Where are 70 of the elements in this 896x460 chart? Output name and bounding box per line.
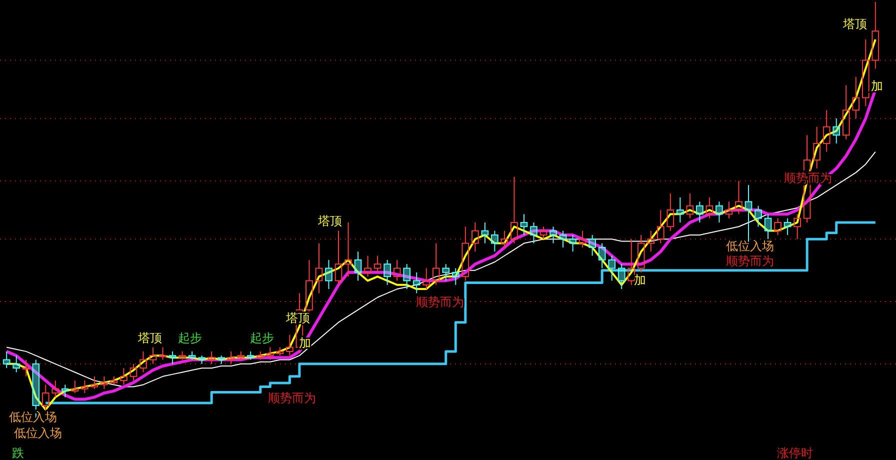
candlestick: [725, 201, 733, 219]
text: 低位入场: [14, 426, 62, 440]
candlestick: [412, 272, 420, 294]
candlestick: [530, 222, 538, 244]
candlestick: [188, 350, 196, 360]
annotation: 顺势而为: [268, 391, 316, 405]
candlestick: [754, 205, 762, 228]
candlestick: [520, 214, 528, 236]
candlestick: [384, 259, 391, 286]
annotation: 加: [634, 273, 646, 287]
candlestick: [716, 201, 723, 223]
candlestick: [842, 84, 850, 140]
candlestick: [218, 355, 226, 364]
annotation: 加: [871, 79, 883, 93]
candlestick: [325, 259, 332, 290]
candlestick: [344, 222, 352, 278]
candlestick: [628, 238, 636, 286]
candlestick: [569, 234, 576, 252]
annotation: 顺势而为: [416, 295, 464, 309]
annotation: 塔顶: [842, 17, 867, 31]
candlestick: [832, 118, 840, 144]
candlestick: [510, 176, 518, 244]
annotation: 起步: [178, 331, 202, 345]
candlestick: [696, 201, 704, 223]
candlestick: [2, 350, 10, 369]
candlestick: [550, 226, 557, 244]
candlestick: [432, 242, 440, 286]
candlestick: [822, 110, 830, 152]
candlestick: [198, 355, 206, 364]
annotation: 塔顶: [137, 331, 162, 345]
candlestick: [471, 222, 479, 252]
candlestick: [647, 230, 655, 252]
candlestick: [403, 264, 411, 290]
annotation: 低位入场: [726, 239, 774, 253]
candlestick: [168, 350, 176, 364]
candlestick: [588, 234, 596, 256]
candlestick: [656, 210, 664, 244]
candlestick: [686, 192, 694, 219]
candlestick: [637, 234, 645, 273]
candlestick: [618, 264, 626, 290]
candlestick: [334, 230, 342, 286]
annotation: 塔顶: [317, 214, 342, 228]
candlestick: [354, 251, 362, 282]
candlestick: [315, 242, 323, 294]
candlestick: [246, 350, 254, 360]
candlestick: [784, 218, 792, 236]
candlestick: [872, 2, 880, 70]
candlestick: [442, 264, 450, 282]
candlestick: [676, 197, 684, 223]
text: 跌: [12, 446, 24, 460]
candlestick: [608, 255, 616, 282]
text: 涨停时: [777, 446, 813, 460]
candlestick: [666, 192, 674, 232]
candlestick: [61, 384, 69, 398]
candlestick: [481, 222, 489, 244]
candlestick: [794, 214, 801, 240]
candlestick: [852, 76, 860, 119]
candlestick: [374, 255, 382, 273]
candlestick: [452, 268, 460, 286]
candlestick: [491, 230, 498, 252]
annotation: 低位入场: [9, 410, 57, 424]
candlestick: [706, 197, 714, 219]
candlestick: [598, 242, 606, 269]
candlestick: [559, 230, 567, 248]
candlestick: [813, 126, 821, 169]
candlestick: [764, 214, 772, 240]
annotation: 起步: [250, 331, 274, 345]
candlestick: [12, 355, 20, 373]
candlestick: [862, 38, 870, 106]
annotation: 顺势而为: [726, 254, 774, 268]
